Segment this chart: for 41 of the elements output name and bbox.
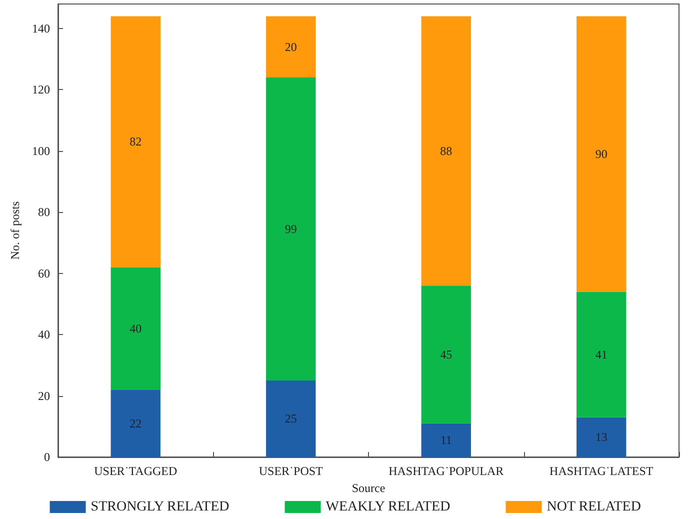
y-tick-label: 100 [32, 144, 50, 158]
data-label: 25 [284, 412, 297, 426]
data-label: 82 [130, 134, 142, 149]
data-label: 99 [284, 222, 297, 236]
data-label: 11 [440, 433, 452, 448]
legend-label: WEAKLY RELATED [326, 500, 450, 514]
bar [576, 16, 626, 292]
bar [110, 390, 160, 457]
bar [576, 292, 626, 418]
y-tick-label: 80 [38, 205, 50, 220]
legend-label: NOT RELATED [546, 500, 641, 514]
bar [421, 423, 471, 457]
legend-label: STRONGLY RELATED [90, 500, 230, 514]
x-tick-label: USER˙TAGGED [94, 464, 178, 478]
data-label: 40 [130, 321, 142, 336]
y-tick-label: 140 [32, 21, 50, 36]
bar [110, 267, 160, 390]
bar [421, 16, 471, 286]
bar [266, 380, 316, 457]
data-label: 45 [440, 347, 452, 362]
x-tick-label: HASHTAG˙LATEST [550, 464, 654, 478]
data-label: 41 [595, 347, 608, 362]
bar [266, 77, 316, 380]
data-label: 88 [440, 144, 452, 158]
y-tick-label: 40 [38, 328, 50, 342]
y-tick-label: 60 [38, 266, 50, 280]
data-label: 22 [130, 416, 142, 430]
y-tick-label: 0 [44, 450, 50, 464]
data-label: 90 [595, 146, 608, 161]
bar [576, 417, 626, 457]
x-tick-label: HASHTAG˙POPULAR [388, 464, 504, 478]
x-axis-title: Source [352, 480, 386, 495]
x-tick-label: USER˙POST [258, 464, 324, 478]
y-axis-title: No. of posts [8, 201, 22, 260]
y-tick-label: 20 [38, 388, 50, 403]
bar [110, 16, 160, 268]
bar [266, 16, 316, 78]
y-tick-label: 120 [32, 82, 50, 97]
data-label: 20 [284, 40, 297, 54]
bar [421, 286, 471, 424]
data-label: 13 [595, 430, 608, 444]
